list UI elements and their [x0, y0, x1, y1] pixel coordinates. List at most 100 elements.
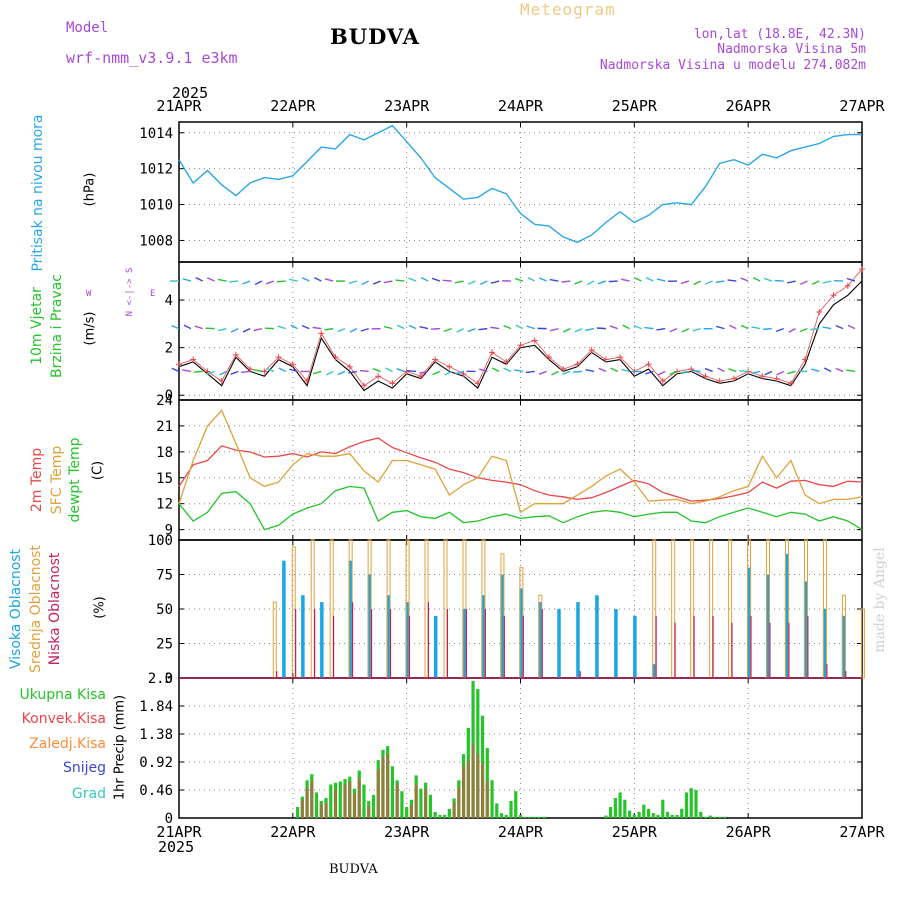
cloud-mid-bar	[443, 539, 448, 679]
cloud-mid-bar	[424, 539, 429, 679]
y-tick-label: 24	[156, 393, 173, 409]
wind-arrow	[692, 327, 701, 332]
wind-arrow	[193, 370, 203, 373]
y-tick-label: 12	[156, 497, 173, 513]
precip-total-bar	[609, 807, 613, 818]
cloud-high-bar	[765, 574, 770, 678]
precip-convective-bar	[409, 804, 414, 818]
wind-arrow	[324, 327, 334, 331]
cloud-mid-bar	[728, 539, 733, 679]
cloud-low-bar	[522, 615, 524, 678]
precip-total-bar	[295, 807, 300, 818]
model-elevation-label: Nadmorska Visina u modelu 274.082m	[599, 58, 866, 73]
precip-total-bar	[670, 814, 674, 818]
wind-arrow	[312, 326, 322, 330]
cloud-mid-bar	[860, 608, 865, 679]
wind-arrow	[242, 280, 251, 285]
wind-speed-marker	[844, 282, 851, 289]
wind-arrow	[491, 367, 500, 373]
wind-arrow	[419, 370, 429, 374]
wind-arrow	[597, 280, 607, 285]
wind-arrow	[762, 327, 772, 331]
wind-arrow	[396, 368, 405, 373]
precip-convective-bar	[457, 787, 461, 818]
cloud-high-bar	[633, 615, 637, 678]
legend-freezing-rain: Zaledj.Kisa	[29, 736, 106, 752]
wind-arrow	[325, 370, 334, 376]
cloud-low-bar	[389, 609, 392, 678]
wind-arrow	[740, 324, 749, 330]
wind-arrow	[278, 367, 287, 373]
precip-total-bar	[684, 792, 689, 818]
precip-total-bar	[528, 816, 532, 818]
legend-convective-rain: Konvek.Kisa	[21, 711, 106, 727]
wind-arrow	[810, 327, 820, 331]
y-tick-label: 1.38	[139, 727, 173, 743]
cloud-high-bar	[282, 560, 286, 678]
wind-speed-marker	[816, 308, 823, 315]
wind-speed-marker	[730, 375, 737, 382]
wind-arrow	[432, 370, 441, 376]
wind-arrow	[620, 278, 630, 282]
wind-arrow	[455, 370, 464, 375]
cloud-high-bar	[557, 609, 561, 678]
y-tick-label: 18	[156, 445, 173, 461]
precip-convective-bar	[452, 802, 456, 818]
wind-arrow	[514, 277, 524, 282]
cloud-high-bar	[841, 615, 846, 678]
precip-convective-bar	[381, 757, 385, 818]
wind-arrow	[704, 367, 713, 373]
wind-arrow	[727, 279, 737, 282]
precip-total-bar	[428, 794, 432, 818]
wind-arrow	[360, 327, 369, 332]
precip-convective-bar	[461, 766, 466, 818]
wind-speed-marker	[261, 368, 268, 375]
precip-convective-bar	[480, 763, 485, 818]
precip-convective-bar	[319, 804, 323, 818]
wind-arrow	[219, 370, 227, 376]
wind-speed-marker	[645, 361, 652, 368]
precip-total-bar	[718, 816, 722, 818]
x-tick-label-top: 21APR	[156, 97, 202, 115]
precip-total-bar	[405, 807, 409, 818]
wind-arrow	[289, 368, 298, 373]
cloud-low-bar	[503, 615, 505, 678]
y-tick-label: 75	[156, 568, 173, 584]
wind-arrow	[633, 277, 642, 282]
wind-arrow	[610, 367, 619, 373]
cloud-high-bar	[367, 574, 372, 678]
cloud-mid-bar	[272, 601, 277, 679]
wind-arrow	[288, 278, 298, 282]
cloud-low-bar	[579, 671, 581, 678]
wind-arrow	[657, 370, 666, 376]
wind-arrow	[717, 367, 725, 373]
x-tick-label-bottom: 22APR	[270, 823, 316, 841]
wind-arrow	[527, 276, 536, 282]
cloud-low-bar	[484, 609, 486, 678]
station-title: BUDVA	[330, 24, 420, 49]
precip-convective-bar	[310, 781, 314, 818]
wind-speed-marker	[674, 368, 681, 375]
wind-arrow	[348, 370, 357, 374]
wind-arrow	[419, 326, 429, 330]
precip-total-bar	[390, 766, 395, 818]
precip-convective-bar	[424, 788, 428, 818]
precip-total-bar	[722, 816, 727, 818]
wind-speed-marker	[176, 361, 182, 368]
wind-arrow	[217, 327, 227, 332]
wind-arrow	[525, 370, 535, 374]
year-top: 2025	[172, 84, 209, 102]
precip-total-bar	[329, 784, 333, 818]
wind-speed-marker	[190, 356, 197, 363]
wind-arrow	[704, 280, 713, 285]
precip-total-bar	[504, 814, 508, 818]
y-tick-label: 50	[156, 602, 173, 618]
wind-arrow	[503, 367, 512, 373]
wind-speed-marker	[417, 373, 424, 380]
x-tick-label-top: 25APR	[612, 97, 658, 115]
wind-arrow	[194, 325, 203, 330]
wind-arrow	[383, 280, 393, 284]
precip-total-bar	[613, 797, 617, 818]
wind-arrow	[349, 327, 358, 333]
